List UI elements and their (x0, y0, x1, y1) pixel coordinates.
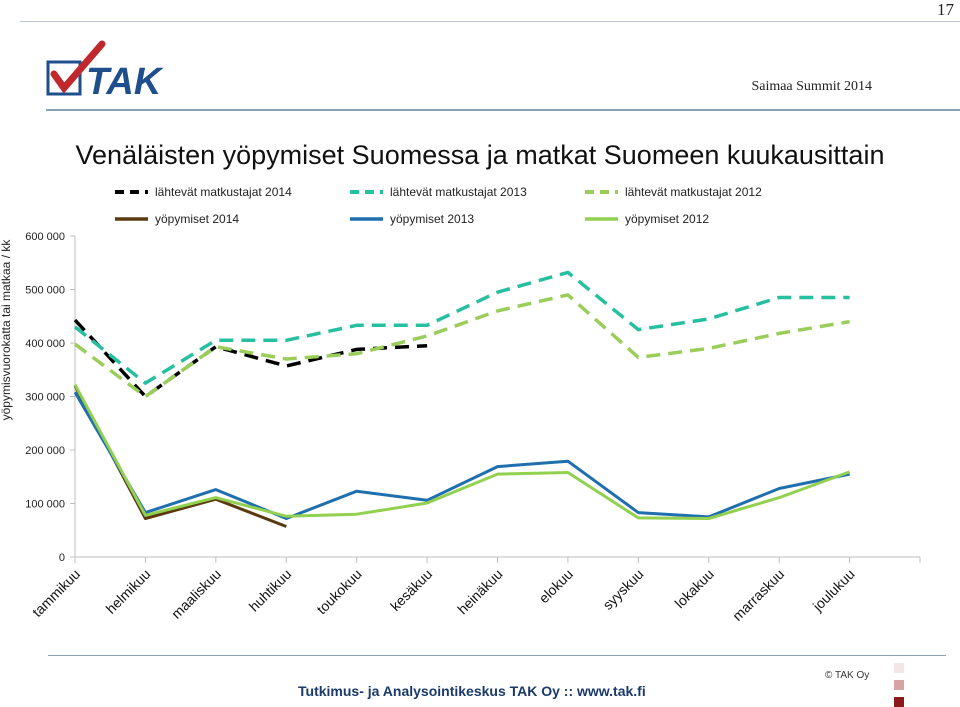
x-tick-label: marraskuu (729, 566, 787, 624)
series-line-5 (73, 391, 850, 520)
legend-background (110, 182, 800, 236)
legend-label-5: yöpymiset 2013 (390, 212, 474, 226)
x-tick-label: toukokuu (313, 566, 364, 617)
x-tick-label: maaliskuu (168, 566, 224, 622)
x-tick-label: helmikuu (103, 566, 154, 617)
legend-label-6: yöpymiset 2012 (625, 212, 709, 226)
x-tick-label: huhtikuu (246, 566, 295, 615)
decor-square-mid (894, 680, 904, 690)
copyright: © TAK Oy (825, 670, 870, 681)
y-tick-label: 400 000 (25, 338, 65, 350)
series-line-6 (73, 383, 851, 520)
series-line-1 (73, 318, 428, 399)
footer-text: Tutkimus- ja Analysointikeskus TAK Oy ::… (298, 683, 646, 699)
y-tick-label: 100 000 (25, 499, 65, 511)
y-tick-label: 500 000 (25, 285, 65, 297)
page-number: 17 (937, 0, 954, 19)
logo-text: TAK (86, 61, 164, 102)
y-tick-label: 200 000 (25, 445, 65, 457)
x-tick-label: kesäkuu (387, 566, 435, 614)
x-tick-label: syyskuu (599, 566, 646, 613)
y-tick-label: 0 (59, 552, 65, 564)
series-line-3 (73, 293, 850, 399)
x-tick-label: tammikuu (29, 566, 83, 620)
chart-title: Venäläisten yöpymiset Suomessa ja matkat… (75, 140, 885, 170)
header-divider (46, 109, 960, 111)
x-tick-label: joulukuu (809, 566, 858, 615)
y-tick-label: 600 000 (25, 231, 65, 243)
x-tick-label: elokuu (536, 566, 576, 606)
top-divider (20, 21, 960, 22)
logo-box (46, 60, 82, 96)
logo-check (50, 40, 106, 94)
footer-divider (48, 655, 946, 656)
x-tick-label: heinäkuu (454, 566, 505, 617)
legend-label-1: lähtevät matkustajat 2014 (155, 185, 292, 199)
event-label: Saimaa Summit 2014 (751, 79, 872, 94)
legend-label-3: lähtevät matkustajat 2012 (625, 185, 762, 199)
line-chart: 0 100 000 200 000 300 000 400 000 500 000 600 … (0, 182, 921, 624)
y-tick-label: 300 000 (25, 392, 65, 404)
tak-logo: TAK (46, 40, 164, 102)
y-axis-label: yöpymisvuorokatta tai matkaa / kk (0, 239, 13, 421)
legend-label-2: lähtevät matkustajat 2013 (390, 185, 527, 199)
x-tick-label: lokakuu (671, 566, 716, 611)
series-line-2 (73, 270, 850, 385)
decor-square-dark (894, 697, 904, 707)
legend-label-4: yöpymiset 2014 (155, 212, 239, 226)
decor-square-light (894, 663, 904, 673)
